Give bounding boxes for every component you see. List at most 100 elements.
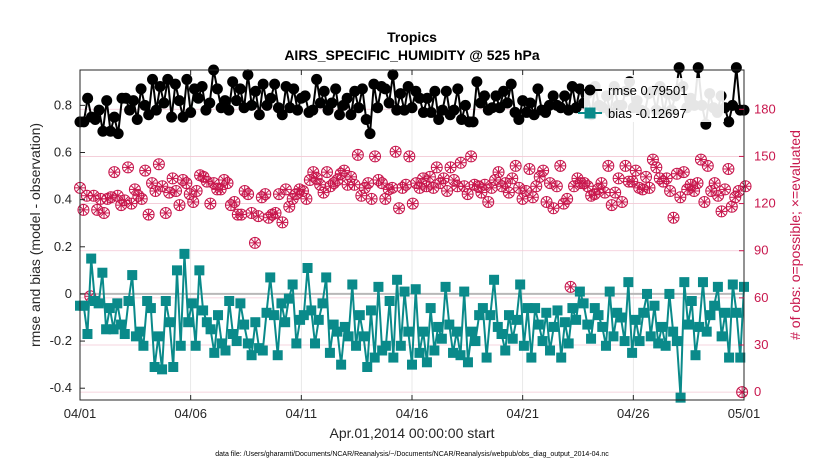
- bias-point: [477, 303, 488, 314]
- obs-evaluated-point: [153, 158, 165, 170]
- obs-possible-point: [519, 185, 532, 197]
- obs-evaluated-point: [644, 182, 655, 194]
- bias-point: [642, 288, 653, 299]
- bias-point: [421, 357, 432, 368]
- obs-evaluated-point: [122, 161, 134, 173]
- bias-point: [500, 345, 511, 356]
- rmse-point: [440, 85, 452, 97]
- obs-evaluated-point: [455, 157, 467, 169]
- obs-evaluated-point: [304, 174, 316, 186]
- rmse-point: [501, 97, 513, 109]
- obs-evaluated-point: [359, 182, 371, 194]
- bias-point: [373, 281, 384, 292]
- obs-evaluated-point: [400, 179, 412, 191]
- bias-point: [727, 279, 738, 290]
- obs-possible-point: [224, 199, 237, 212]
- bias-point: [324, 347, 335, 358]
- rmse-point: [204, 97, 216, 109]
- legend-rmse-label: rmse 0.79501: [608, 83, 688, 98]
- y-axis-left: -0.4 -0.2 0 0.2 0.4 0.6 0.8: [50, 97, 85, 395]
- rmse-point: [154, 81, 166, 92]
- y-right-tick-label: 30: [754, 337, 768, 352]
- legend-rmse-marker: [584, 84, 596, 96]
- bias-point: [448, 347, 459, 358]
- bias-point: [246, 350, 257, 361]
- y-axis-right: 0 30 60 90 120 150 180: [739, 101, 776, 399]
- y-right-tick-label: 180: [754, 101, 776, 116]
- bias-point: [653, 338, 664, 349]
- y-right-tick-label: 150: [754, 148, 776, 163]
- bias-point: [604, 286, 615, 297]
- obs-possible-point: [526, 191, 539, 204]
- y-right-tick-label: 90: [754, 243, 768, 258]
- rmse-point: [505, 78, 517, 90]
- obs-evaluated-point: [311, 172, 323, 184]
- rmse-point: [288, 83, 300, 95]
- obs-possible-point: [159, 207, 172, 219]
- bias-point: [589, 303, 600, 314]
- bias-point: [358, 331, 369, 342]
- rmse-point: [166, 111, 178, 123]
- bias-point: [101, 324, 112, 335]
- obs-evaluated-point: [726, 201, 738, 213]
- rmse-point: [479, 90, 491, 102]
- obs-possible-point: [279, 183, 292, 196]
- bias-point: [709, 300, 720, 311]
- obs-evaluated-point: [561, 193, 573, 205]
- obs-possible-point: [125, 197, 138, 210]
- obs-evaluated-point: [208, 177, 220, 189]
- obs-possible-point: [149, 185, 162, 197]
- bias-point: [615, 312, 626, 323]
- obs-possible-point: [592, 183, 605, 196]
- obs-possible-point: [715, 205, 728, 218]
- obs-evaluated-point: [688, 185, 700, 197]
- bias-point: [574, 286, 585, 297]
- rmse-point: [673, 62, 685, 74]
- rmse-point: [360, 114, 372, 125]
- obs-possible-point: [365, 192, 378, 205]
- rmse-point: [150, 104, 162, 116]
- rmse-point: [169, 78, 181, 90]
- obs-possible-point: [403, 150, 416, 163]
- obs-evaluated-point: [640, 171, 652, 183]
- rmse-point: [414, 92, 426, 104]
- bias-point: [276, 298, 287, 309]
- obs-possible-point: [430, 161, 443, 174]
- obs-evaluated-point: [348, 179, 360, 191]
- obs-evaluated-point: [331, 174, 343, 186]
- obs-possible-point: [509, 159, 522, 172]
- bias-point: [119, 329, 130, 339]
- rmse-point: [421, 92, 433, 104]
- bias-point: [93, 298, 104, 309]
- legend-bias-marker: [584, 107, 596, 119]
- y-right-tick-label: 0: [754, 384, 761, 399]
- bias-point: [720, 307, 731, 318]
- rmse-point: [276, 109, 288, 121]
- bias-point: [627, 347, 638, 358]
- bias-point: [138, 340, 149, 351]
- obs-possible-point: [142, 208, 155, 221]
- bias-point: [522, 303, 533, 314]
- bias-point: [239, 319, 250, 330]
- x-tick-label: 04/06: [174, 406, 207, 421]
- obs-possible-point: [444, 161, 457, 174]
- rmse-point: [547, 90, 559, 102]
- bias-point: [675, 392, 686, 403]
- obs-evaluated-point: [596, 177, 607, 189]
- obs-possible-point: [221, 177, 234, 190]
- y-tick-label: 0.4: [54, 192, 72, 207]
- bias-point: [731, 307, 742, 318]
- rmse-point: [433, 114, 445, 125]
- obs-evaluated-point: [678, 166, 690, 178]
- obs-evaluated-point: [620, 160, 631, 172]
- obs-evaluated-point: [630, 165, 642, 177]
- rmse-point: [135, 83, 147, 95]
- bias-point: [649, 300, 660, 311]
- bias-point: [216, 338, 227, 349]
- bias-point: [645, 331, 656, 342]
- obs-evaluated-point: [606, 199, 618, 211]
- obs-evaluated-point: [376, 177, 388, 189]
- rmse-point: [730, 62, 742, 74]
- rmse-point: [486, 102, 498, 114]
- obs-evaluated-point: [307, 166, 319, 178]
